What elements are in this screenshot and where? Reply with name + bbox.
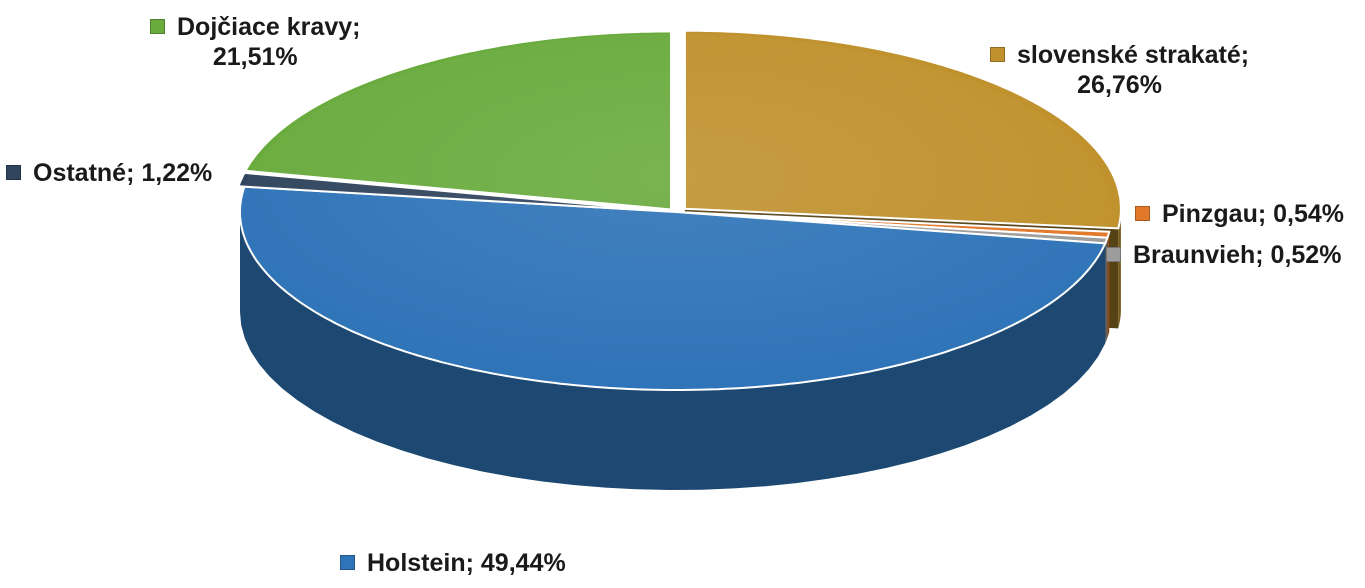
label-pinzgau: Pinzgau; 0,54% bbox=[1135, 199, 1344, 229]
swatch-holstein bbox=[340, 555, 355, 570]
separator-slovenske-strakate: ; bbox=[1240, 41, 1250, 69]
label-braunvieh: Braunvieh; 0,52% bbox=[1106, 240, 1341, 270]
label-ostatne: Ostatné; 1,22% bbox=[6, 158, 212, 188]
slice-value-dojciace-kravy: 21,51% bbox=[212, 43, 298, 71]
swatch-braunvieh bbox=[1106, 247, 1121, 262]
pie-shine bbox=[240, 34, 1112, 390]
slice-value-pinzgau: 0,54% bbox=[1273, 200, 1345, 228]
slice-value-braunvieh: 0,52% bbox=[1270, 241, 1342, 269]
separator-holstein: ; bbox=[465, 549, 481, 577]
slice-side-2 bbox=[1105, 237, 1108, 344]
swatch-pinzgau bbox=[1135, 206, 1150, 221]
swatch-ostatne bbox=[6, 165, 21, 180]
slice-name-slovenske-strakate: slovenské strakaté bbox=[1017, 41, 1241, 69]
label-dojciace-kravy: Dojčiace kravy; 21,51% bbox=[150, 12, 360, 72]
slice-value-ostatne: 1,22% bbox=[141, 159, 213, 187]
slice-name-ostatne: Ostatné bbox=[33, 159, 127, 187]
slice-side-3 bbox=[240, 212, 1106, 490]
slice-name-braunvieh: Braunvieh bbox=[1133, 241, 1256, 269]
label-slovenske-strakate: slovenské strakaté; 26,76% bbox=[990, 40, 1249, 100]
separator-ostatne: ; bbox=[126, 159, 142, 187]
slice-value-holstein: 49,44% bbox=[480, 549, 566, 577]
separator-pinzgau: ; bbox=[1257, 200, 1274, 228]
slice-name-holstein: Holstein bbox=[367, 549, 466, 577]
slice-value-slovenske-strakate: 26,76% bbox=[1077, 71, 1162, 99]
slice-name-pinzgau: Pinzgau bbox=[1162, 200, 1258, 228]
slice-side-0 bbox=[1118, 208, 1121, 329]
separator-braunvieh: ; bbox=[1255, 241, 1271, 269]
label-holstein: Holstein; 49,44% bbox=[340, 548, 566, 578]
separator-dojciace-kravy: ; bbox=[352, 13, 361, 41]
swatch-slovenske-strakate bbox=[990, 47, 1005, 62]
slice-name-dojciace-kravy: Dojčiace kravy bbox=[177, 13, 353, 41]
swatch-dojciace-kravy bbox=[150, 19, 165, 34]
